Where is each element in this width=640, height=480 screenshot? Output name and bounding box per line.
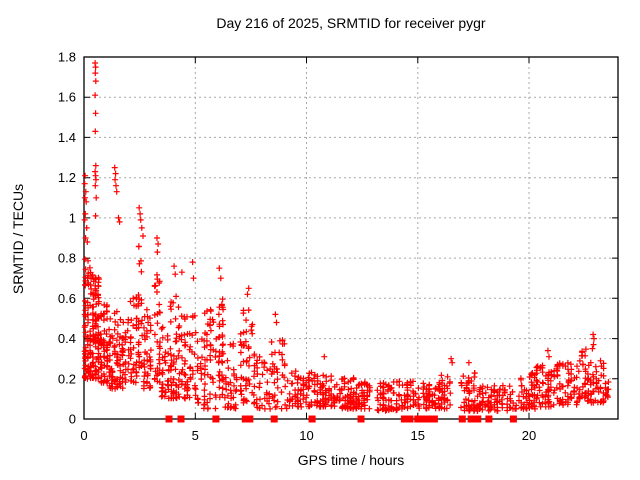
x-tick-label: 20 — [522, 428, 536, 443]
x-tick-label: 15 — [411, 428, 425, 443]
y-tick-label: 1.2 — [58, 170, 76, 185]
y-tick-label: 1.8 — [58, 50, 76, 65]
y-tick-label: 0.6 — [58, 291, 76, 306]
y-tick-label: 0.4 — [58, 331, 76, 346]
y-tick-label: 1.6 — [58, 90, 76, 105]
zero-value-markers — [165, 415, 517, 423]
y-tick-label: 1.4 — [58, 130, 76, 145]
y-tick-label: 0 — [69, 412, 76, 427]
y-tick-label: 0.8 — [58, 251, 76, 266]
y-tick-label: 0.2 — [58, 371, 76, 386]
y-tick-label: 1 — [69, 210, 76, 225]
chart-title: Day 216 of 2025, SRMTID for receiver pyg… — [216, 15, 486, 31]
scatter-points — [81, 60, 612, 414]
x-axis-label: GPS time / hours — [297, 452, 405, 468]
x-tick-label: 5 — [192, 428, 199, 443]
x-tick-label: 10 — [299, 428, 313, 443]
x-tick-label: 0 — [80, 428, 87, 443]
